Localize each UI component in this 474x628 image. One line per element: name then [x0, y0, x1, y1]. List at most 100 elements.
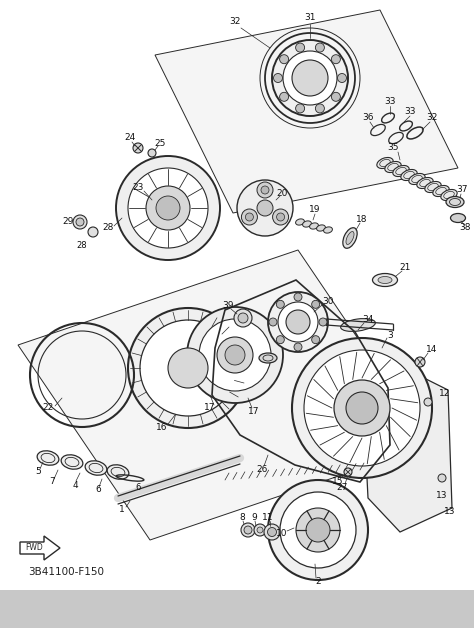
Circle shape: [116, 156, 220, 260]
Circle shape: [296, 104, 305, 113]
Text: 32: 32: [426, 114, 438, 122]
Circle shape: [241, 209, 257, 225]
Text: 10: 10: [276, 529, 288, 538]
Circle shape: [292, 338, 432, 478]
Text: 35: 35: [387, 144, 399, 153]
Ellipse shape: [61, 455, 83, 469]
Ellipse shape: [378, 276, 392, 283]
Ellipse shape: [324, 227, 332, 233]
Text: 6: 6: [135, 484, 141, 492]
Circle shape: [294, 343, 302, 351]
Circle shape: [73, 215, 87, 229]
Circle shape: [246, 213, 254, 221]
Text: 36: 36: [362, 114, 374, 122]
Ellipse shape: [441, 190, 457, 200]
Circle shape: [128, 168, 208, 248]
Circle shape: [199, 319, 271, 391]
Circle shape: [133, 143, 143, 153]
Text: 28: 28: [77, 241, 87, 249]
Text: 26: 26: [256, 465, 268, 475]
Text: 34: 34: [362, 315, 374, 325]
Polygon shape: [362, 360, 452, 532]
Text: 9: 9: [251, 514, 257, 522]
Text: 8: 8: [239, 514, 245, 522]
Text: 30: 30: [322, 298, 334, 306]
Circle shape: [257, 182, 273, 198]
Ellipse shape: [450, 214, 465, 222]
Circle shape: [276, 300, 284, 308]
Circle shape: [312, 336, 319, 344]
Text: 2: 2: [315, 578, 321, 587]
Text: 16: 16: [156, 423, 168, 433]
Ellipse shape: [107, 465, 129, 479]
Ellipse shape: [296, 219, 304, 225]
Circle shape: [315, 43, 324, 52]
Text: 39: 39: [222, 301, 234, 310]
Text: 13: 13: [444, 507, 456, 516]
Circle shape: [286, 310, 310, 334]
Text: 15: 15: [332, 477, 344, 487]
Text: 29: 29: [62, 217, 73, 227]
Circle shape: [337, 73, 346, 82]
Polygon shape: [155, 10, 458, 213]
Circle shape: [344, 468, 352, 476]
Text: 31: 31: [304, 13, 316, 23]
Circle shape: [438, 474, 446, 482]
Text: 33: 33: [404, 107, 416, 117]
Circle shape: [88, 227, 98, 237]
Circle shape: [148, 149, 156, 157]
Text: FWD: FWD: [25, 543, 43, 553]
Circle shape: [273, 209, 289, 225]
Circle shape: [254, 524, 266, 536]
Circle shape: [294, 293, 302, 301]
Circle shape: [296, 508, 340, 552]
Text: 12: 12: [439, 389, 451, 398]
Ellipse shape: [259, 353, 277, 363]
Ellipse shape: [433, 185, 449, 197]
Ellipse shape: [346, 232, 354, 244]
Circle shape: [146, 186, 190, 230]
Ellipse shape: [385, 161, 401, 173]
Ellipse shape: [377, 158, 393, 168]
Ellipse shape: [343, 228, 357, 248]
Circle shape: [280, 55, 289, 63]
Circle shape: [306, 518, 330, 542]
Circle shape: [267, 528, 276, 536]
Circle shape: [244, 526, 252, 534]
Circle shape: [241, 523, 255, 537]
Text: 19: 19: [309, 205, 321, 215]
Text: 23: 23: [132, 183, 144, 193]
Circle shape: [268, 480, 368, 580]
Circle shape: [280, 492, 356, 568]
Text: 14: 14: [426, 345, 438, 354]
Ellipse shape: [37, 451, 59, 465]
Circle shape: [225, 345, 245, 365]
Ellipse shape: [310, 223, 319, 229]
Circle shape: [346, 392, 378, 424]
Circle shape: [257, 200, 273, 216]
Ellipse shape: [393, 165, 409, 176]
Circle shape: [217, 337, 253, 373]
Text: 38: 38: [459, 224, 471, 232]
Text: 21: 21: [399, 264, 410, 273]
Text: 17: 17: [248, 408, 260, 416]
Circle shape: [238, 313, 248, 323]
Circle shape: [283, 51, 337, 105]
Ellipse shape: [302, 221, 311, 227]
Text: 5: 5: [35, 467, 41, 477]
Text: 22: 22: [42, 404, 54, 413]
Circle shape: [168, 348, 208, 388]
Circle shape: [234, 309, 252, 327]
Circle shape: [334, 380, 390, 436]
Text: 24: 24: [124, 134, 136, 143]
Circle shape: [264, 524, 280, 540]
Circle shape: [315, 104, 324, 113]
Text: 6: 6: [95, 485, 101, 494]
Circle shape: [128, 308, 248, 428]
Text: 3B41100-F150: 3B41100-F150: [28, 567, 104, 577]
Circle shape: [272, 40, 348, 116]
Text: 4: 4: [72, 480, 78, 489]
Text: 37: 37: [456, 185, 468, 195]
Circle shape: [304, 350, 420, 466]
Circle shape: [331, 55, 340, 63]
